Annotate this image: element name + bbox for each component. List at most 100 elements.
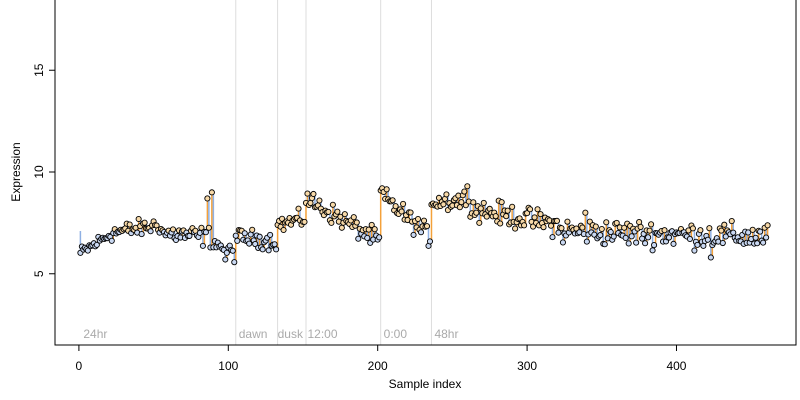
- data-point: [504, 207, 511, 214]
- data-point: [721, 221, 728, 228]
- data-point: [420, 217, 428, 224]
- data-point: [470, 199, 477, 206]
- x-axis-label: Sample index: [389, 377, 462, 391]
- data-point: [621, 224, 628, 231]
- data-point: [598, 225, 605, 233]
- data-point: [476, 219, 483, 226]
- data-point: [398, 208, 405, 215]
- data-point: [497, 220, 504, 227]
- time-annotation: 24hr: [83, 327, 107, 341]
- time-annotations: 24hr dawn dusk 12:00 0:00 48hr: [83, 327, 458, 341]
- data-point: [337, 213, 344, 220]
- data-point: [661, 227, 668, 234]
- data-point: [265, 247, 272, 254]
- data-point: [613, 219, 620, 226]
- data-point: [524, 210, 531, 217]
- data-point: [231, 259, 238, 266]
- data-point: [464, 183, 471, 190]
- data-point: [610, 233, 617, 240]
- data-point: [141, 219, 148, 226]
- data-point: [273, 246, 280, 253]
- x-axis: 0 100 200 300 400: [76, 344, 687, 373]
- data-point: [745, 229, 752, 236]
- data-point: [498, 199, 505, 206]
- data-point: [730, 229, 737, 236]
- data-point: [540, 224, 547, 231]
- data-point: [198, 224, 205, 231]
- data-point: [477, 205, 484, 212]
- data-point: [199, 242, 206, 249]
- x-tick-label: 300: [517, 359, 537, 373]
- data-point: [582, 209, 589, 216]
- data-point: [208, 189, 215, 196]
- data-point: [689, 225, 696, 232]
- data-point: [126, 221, 133, 228]
- data-point: [301, 218, 308, 225]
- y-tick-label: 15: [32, 63, 46, 77]
- data-point: [480, 199, 487, 206]
- data-point: [583, 238, 590, 245]
- data-point: [414, 215, 422, 223]
- data-point: [646, 227, 653, 234]
- data-point: [564, 218, 571, 225]
- data-point: [249, 226, 256, 233]
- y-axis-label: Expression: [9, 142, 23, 201]
- data-point: [549, 234, 556, 241]
- data-point: [597, 232, 604, 239]
- data-point: [223, 249, 230, 256]
- data-point: [754, 240, 761, 247]
- data-point: [426, 238, 434, 245]
- data-point: [607, 228, 614, 236]
- data-point: [579, 224, 586, 231]
- data-point: [625, 240, 632, 247]
- data-point: [645, 234, 652, 241]
- data-point: [603, 219, 610, 226]
- data-point: [440, 201, 447, 208]
- data-point: [728, 218, 735, 225]
- data-point: [316, 197, 323, 204]
- data-point: [325, 208, 332, 215]
- data-point: [202, 229, 209, 236]
- data-point: [186, 232, 193, 239]
- data-point: [84, 247, 91, 254]
- data-point: [531, 214, 538, 221]
- data-point: [364, 234, 371, 241]
- data-point: [392, 203, 399, 210]
- data-point: [651, 242, 658, 249]
- time-annotation: 12:00: [307, 327, 337, 341]
- data-point: [718, 227, 725, 234]
- data-point: [592, 223, 599, 230]
- data-point: [267, 231, 274, 238]
- data-point: [222, 256, 229, 263]
- data-point: [760, 239, 767, 246]
- data-point: [341, 211, 348, 218]
- data-point: [108, 237, 115, 244]
- data-point: [492, 213, 499, 220]
- data-point: [234, 237, 241, 244]
- data-point: [368, 221, 375, 228]
- data-point: [636, 219, 643, 226]
- data-point: [686, 235, 693, 243]
- data-point: [719, 239, 726, 247]
- data-point: [350, 214, 357, 221]
- data-point: [509, 203, 516, 210]
- data-point: [93, 241, 100, 248]
- data-point: [456, 204, 463, 211]
- data-point: [648, 221, 655, 228]
- data-point: [691, 247, 698, 254]
- data-point: [135, 215, 142, 223]
- data-point: [473, 209, 480, 216]
- data-point: [757, 228, 764, 235]
- data-point: [204, 195, 211, 202]
- data-point: [527, 206, 534, 213]
- data-point: [295, 205, 302, 212]
- data-point: [353, 219, 360, 226]
- data-point: [637, 223, 644, 231]
- plot-frame: [54, 0, 797, 346]
- data-point: [417, 229, 425, 236]
- time-annotation: dusk: [278, 327, 304, 341]
- data-point: [410, 231, 417, 238]
- data-point: [423, 223, 431, 230]
- data-point: [461, 188, 468, 195]
